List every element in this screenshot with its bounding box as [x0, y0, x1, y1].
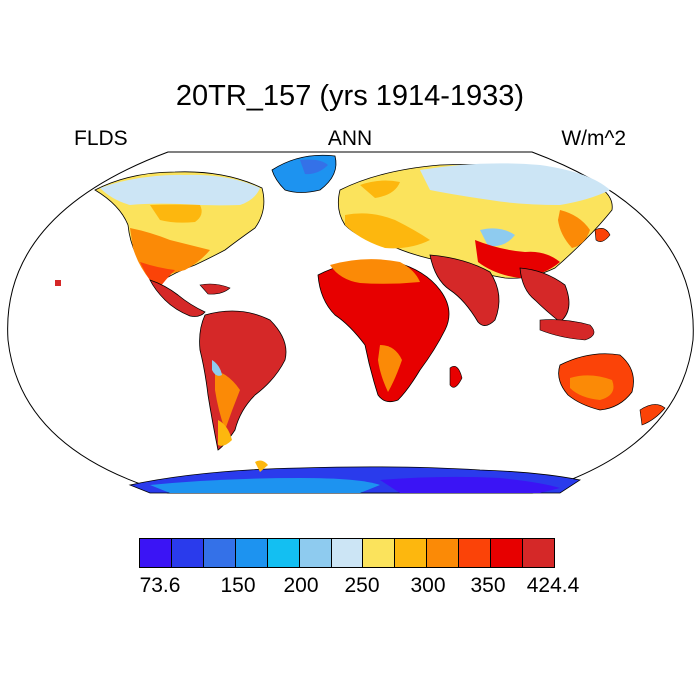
colorbar-swatch	[395, 539, 428, 567]
colorbar-swatch	[203, 539, 236, 567]
variable-label: FLDS	[74, 127, 128, 150]
colorbar-tick-label: 300	[410, 574, 446, 597]
colorbar-swatch	[459, 539, 492, 567]
colorbar-swatch	[235, 539, 268, 567]
colorbar-tick-label: 350	[470, 574, 506, 597]
plot-title: 20TR_157 (yrs 1914-1933)	[175, 80, 525, 112]
colorbar-swatch	[491, 539, 524, 567]
colorbar-tick-label: 250	[344, 574, 380, 597]
eurasia-region	[337, 163, 613, 279]
africa-region	[317, 259, 463, 403]
colorbar-swatch	[331, 539, 364, 567]
units-label: W/m^2	[561, 127, 626, 150]
greenland-region	[271, 154, 337, 193]
south-asia-region	[429, 254, 595, 341]
south-america-region	[199, 310, 287, 451]
colorbar-tick-label: 73.6	[139, 574, 181, 597]
season-label: ANN	[327, 127, 373, 150]
north-america-region	[94, 171, 265, 290]
colorbar-swatch	[267, 539, 300, 567]
australia-region	[558, 353, 666, 426]
colorbar-swatch	[427, 539, 460, 567]
colorbar-tick-label: 200	[283, 574, 319, 597]
central-america-region	[149, 279, 231, 317]
colorbar-tick-label: 424.4	[526, 574, 580, 597]
colorbar	[139, 538, 555, 568]
colorbar-swatch	[363, 539, 396, 567]
colorbar-swatch	[299, 539, 332, 567]
colorbar-swatch	[523, 539, 554, 567]
colorbar-swatch	[140, 539, 172, 567]
colorbar-tick-label: 150	[220, 574, 256, 597]
antarctica-region	[128, 460, 582, 494]
japan-islands-region	[55, 228, 611, 286]
colorbar-swatch	[171, 539, 204, 567]
